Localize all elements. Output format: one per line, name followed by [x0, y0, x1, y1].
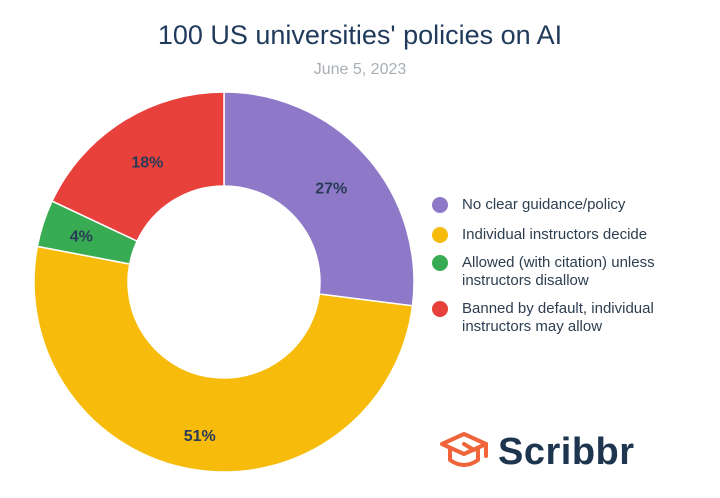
slice-value-label: 27% — [315, 180, 347, 197]
legend-swatch — [432, 255, 448, 271]
legend-item-allowed-with-citation: Allowed (with citation) unless instructo… — [432, 254, 712, 290]
legend-swatch — [432, 197, 448, 213]
donut-slice — [33, 245, 414, 473]
legend-swatch — [432, 301, 448, 317]
slice-value-label: 4% — [70, 229, 93, 246]
legend-label: No clear guidance/policy — [462, 196, 626, 213]
legend-item-instructors-decide: Individual instructors decide — [432, 226, 712, 244]
legend-label: Banned by default, individual instructor… — [462, 300, 654, 335]
donut-slice — [51, 91, 225, 243]
donut-slice-labels: 27% 51% 4% 18% — [70, 154, 348, 445]
chart-subtitle: June 5, 2023 — [313, 61, 407, 78]
slice-value-label: 51% — [184, 428, 216, 445]
chart-title: 100 US universities' policies on AI — [157, 20, 563, 50]
brand-name: Scribbr — [498, 431, 635, 473]
legend-swatch — [432, 227, 448, 243]
slice-value-label: 18% — [131, 154, 163, 171]
chart-legend: No clear guidance/policy Individual inst… — [432, 196, 712, 336]
legend-item-no-clear-guidance: No clear guidance/policy — [432, 196, 712, 214]
donut-slices — [33, 91, 415, 473]
legend-label: Individual instructors decide — [462, 226, 648, 243]
graduation-cap-icon — [440, 432, 488, 467]
donut-slice — [223, 91, 415, 307]
legend-label: Allowed (with citation) unless instructo… — [462, 254, 655, 289]
legend-item-banned-by-default: Banned by default, individual instructor… — [432, 300, 712, 336]
